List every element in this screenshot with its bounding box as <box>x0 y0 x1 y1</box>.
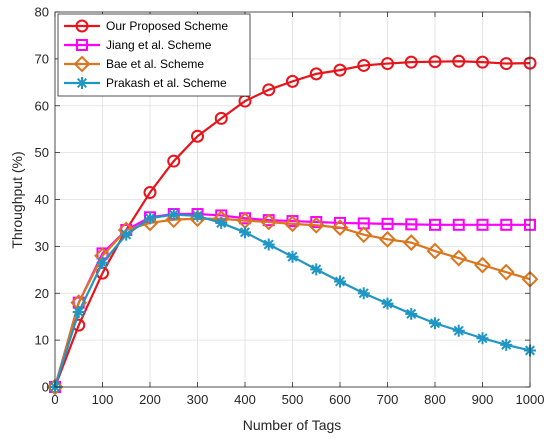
data-point <box>239 226 251 239</box>
legend-label: Jiang et al. Scheme <box>106 38 212 52</box>
x-tick-label: 700 <box>377 392 399 407</box>
y-tick-label: 10 <box>35 333 49 348</box>
data-point <box>357 287 370 300</box>
data-point <box>476 218 489 231</box>
data-point <box>214 111 228 125</box>
data-point <box>357 58 371 72</box>
y-tick-label: 70 <box>35 51 49 66</box>
data-point <box>165 211 183 229</box>
x-tick-label: 600 <box>329 392 351 407</box>
y-tick-label: 80 <box>35 5 49 20</box>
legend: Our Proposed Scheme Jiang et al. Scheme Ba… <box>57 13 251 97</box>
legend-entry: Bae et al. Scheme <box>64 55 204 73</box>
data-point <box>379 230 396 248</box>
data-point <box>404 55 418 69</box>
data-point <box>474 256 491 274</box>
legend-marker <box>76 77 88 89</box>
y-tick-label: 30 <box>35 239 49 254</box>
x-tick-label: 300 <box>187 392 209 407</box>
data-point <box>143 185 157 199</box>
data-point <box>452 324 465 337</box>
data-point <box>72 306 85 318</box>
y-tick-label: 20 <box>35 286 49 301</box>
data-point <box>286 74 299 88</box>
data-point <box>191 209 204 222</box>
legend-entry: Prakash et al. Scheme <box>64 76 227 90</box>
y-tick-label: 50 <box>35 145 49 160</box>
data-point <box>310 263 323 276</box>
data-point <box>381 217 394 230</box>
x-axis-label: Number of Tags <box>243 417 342 433</box>
x-tick-label: 100 <box>92 392 114 407</box>
data-point <box>497 263 515 281</box>
legend-marker <box>75 19 89 33</box>
data-point <box>500 218 513 231</box>
tick-labels: 0 100 200 300 400 500 600 700 800 900 1000 0 10 20 30 4… <box>35 5 545 408</box>
data-point <box>429 218 441 231</box>
data-point <box>144 212 156 225</box>
data-point <box>428 55 442 69</box>
data-point <box>331 219 349 237</box>
y-axis-label: Throughput (%) <box>9 151 25 248</box>
legend-marker <box>73 55 91 73</box>
series-line <box>53 217 531 388</box>
data-point <box>452 218 465 231</box>
data-point <box>402 234 420 252</box>
data-point <box>260 213 278 231</box>
data-point <box>450 249 468 267</box>
series-line <box>53 212 530 388</box>
y-tick-label: 0 <box>42 380 49 395</box>
x-tick-label: 200 <box>139 392 161 407</box>
data-point <box>405 307 418 320</box>
data-point <box>334 275 346 288</box>
x-tick-label: 500 <box>282 392 304 407</box>
x-tick-label: 400 <box>234 392 256 407</box>
legend-label: Bae et al. Scheme <box>106 57 204 71</box>
data-point <box>381 57 394 71</box>
data-point <box>96 256 109 269</box>
x-tick-label: 800 <box>424 392 446 407</box>
legend-entry: Jiang et al. Scheme <box>64 38 212 52</box>
data-point <box>191 129 204 143</box>
data-point <box>46 378 64 396</box>
y-tick-label: 60 <box>35 98 49 113</box>
data-point <box>215 216 228 229</box>
data-point <box>500 338 513 351</box>
x-tick-label: 900 <box>472 392 494 407</box>
data-point <box>286 250 299 263</box>
legend-marker <box>76 39 88 51</box>
data-point <box>167 154 181 168</box>
data-point <box>355 226 373 244</box>
x-tick-label: 1000 <box>516 392 545 407</box>
data-point <box>120 228 133 241</box>
data-point <box>333 63 347 77</box>
data-point <box>426 242 444 260</box>
data-point <box>405 218 418 231</box>
data-point <box>381 297 394 310</box>
x-tick-label: 0 <box>51 392 58 407</box>
legend-label: Prakash et al. Scheme <box>106 76 227 90</box>
data-point <box>452 54 466 68</box>
data-point <box>499 57 513 71</box>
series-line <box>53 60 531 388</box>
legend-entry: Our Proposed Scheme <box>64 19 228 33</box>
data-point <box>429 317 441 330</box>
series-layer <box>46 54 539 396</box>
y-tick-label: 40 <box>35 192 49 207</box>
data-point <box>476 55 489 69</box>
data-point <box>309 67 323 81</box>
data-point <box>262 238 275 251</box>
data-point <box>476 332 489 345</box>
data-point <box>262 83 276 97</box>
data-point <box>307 216 325 234</box>
legend-label: Our Proposed Scheme <box>106 19 228 33</box>
data-point <box>167 208 180 221</box>
data-point <box>284 215 301 233</box>
